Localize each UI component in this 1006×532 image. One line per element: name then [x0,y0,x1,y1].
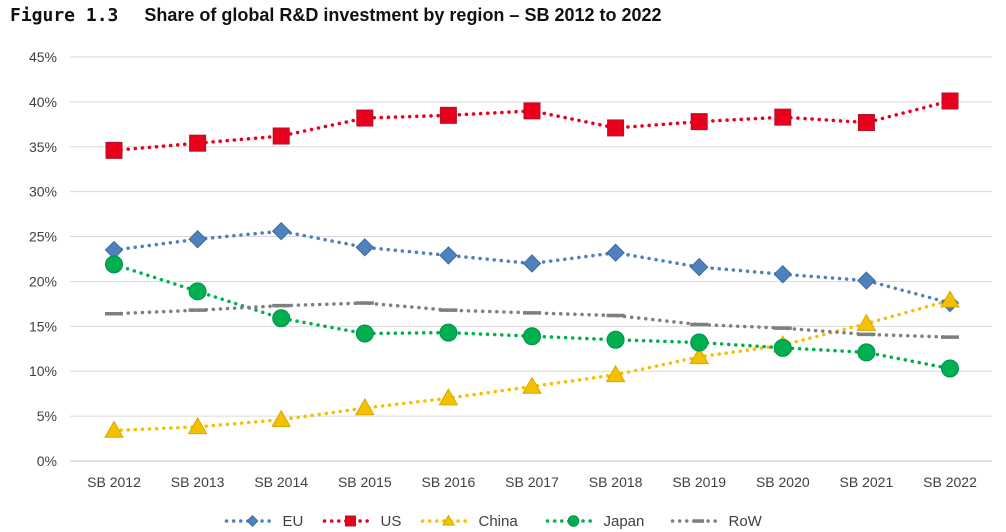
y-tick-label: 30% [29,184,57,200]
data-point-us [690,113,708,131]
y-tick-label: 25% [29,229,57,245]
data-point-japan [941,359,959,378]
data-point-us [607,119,625,137]
data-point-china [940,290,960,308]
figure-header: Figure 1.3 Share of global R&D investmen… [10,5,662,29]
legend-label: China [479,513,519,530]
legend-label: US [381,513,402,530]
legend-item-us: US [322,513,402,530]
data-point-japan [690,333,709,352]
series-eu [104,221,960,313]
data-point-us [189,134,207,152]
y-axis: 0% 5% 10% 15% 20% 25% 30% 35% 40% 45% [29,49,57,469]
data-point-us [356,109,374,127]
legend-label: EU [283,513,304,530]
legend-label: RoW [729,513,763,530]
data-point-us [105,141,123,159]
y-tick-label: 5% [37,408,57,424]
data-point-china [522,376,542,394]
data-point-japan [105,255,123,274]
legend-item-eu: EU [224,513,304,530]
data-point-us [439,106,457,124]
x-tick-label: SB 2012 [87,474,141,490]
series-us [105,92,959,159]
series-row [105,301,959,339]
series-group [104,92,960,438]
x-tick-label: SB 2022 [923,474,977,490]
series-line-japan [112,262,952,371]
data-point-us [774,108,792,126]
legend: EU US China Japan RoW [224,513,763,530]
y-tick-label: 0% [37,453,57,469]
legend-marker-square [345,515,356,527]
data-point-us [523,102,541,120]
legend-label: Japan [604,513,645,530]
series-japan [105,255,959,378]
data-point-eu [355,238,375,257]
data-point-china [856,313,877,331]
x-tick-label: SB 2014 [254,474,308,490]
data-point-japan [355,324,374,343]
data-point-china [104,420,124,438]
data-point-eu [689,257,709,277]
data-point-japan [272,309,291,328]
data-point-china [689,346,710,365]
figure-number: Figure 1.3 [10,5,119,26]
data-point-eu [188,230,207,249]
gridlines [70,56,992,462]
data-point-japan [188,282,207,301]
data-point-japan [857,343,876,362]
data-point-eu [271,221,291,241]
y-tick-label: 35% [29,139,57,155]
data-point-us [272,127,290,145]
series-line-china [112,298,952,433]
y-tick-label: 45% [29,49,57,65]
legend-marker-circle [567,515,580,527]
data-point-china [438,388,459,406]
x-tick-label: SB 2013 [171,474,225,490]
data-point-us [941,92,959,110]
figure-title: Share of global R&D investment by region… [144,5,662,25]
x-tick-label: SB 2015 [338,474,392,490]
y-tick-label: 10% [29,363,57,379]
data-point-china [605,364,626,383]
legend-marker-triangle [442,514,455,526]
legend-item-row: RoW [670,513,763,530]
y-tick-label: 20% [29,273,57,289]
series-line-eu [112,229,952,305]
data-point-eu [857,271,876,290]
data-point-japan [523,327,541,346]
data-point-eu [522,254,542,273]
data-point-japan [773,338,792,357]
legend-marker-diamond [246,515,259,527]
data-point-china [187,416,208,435]
y-tick-label: 15% [29,318,57,334]
x-tick-label: SB 2018 [589,474,643,490]
data-point-eu [439,246,458,265]
x-tick-label: SB 2019 [672,474,726,490]
data-point-japan [439,323,458,342]
x-tick-label: SB 2021 [840,474,894,490]
x-tick-label: SB 2017 [505,474,559,490]
x-tick-label: SB 2020 [756,474,810,490]
data-point-china [271,409,292,427]
x-tick-label: SB 2016 [422,474,476,490]
data-point-eu [606,243,625,262]
x-axis: SB 2012 SB 2013 SB 2014 SB 2015 SB 2016 SB 20… [87,474,977,490]
legend-item-japan: Japan [545,513,645,530]
y-tick-label: 40% [29,94,57,110]
legend-item-china: China [420,513,519,530]
data-point-eu [773,265,793,284]
data-point-us [857,114,875,132]
data-point-china [354,398,375,416]
data-point-japan [606,330,625,349]
